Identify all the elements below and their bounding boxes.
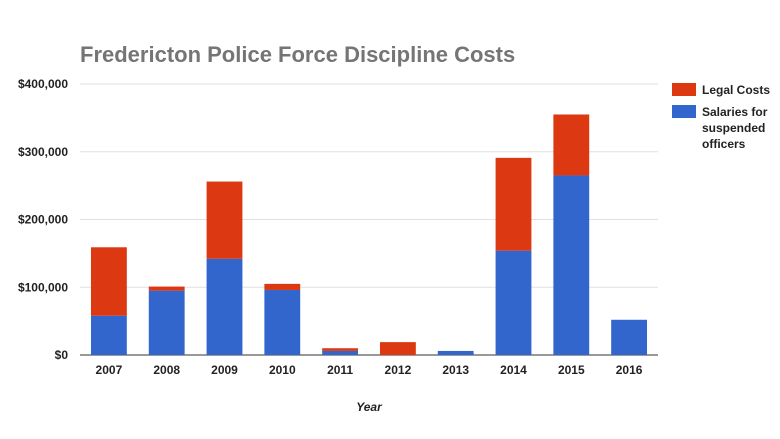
bar-legal-costs-2014[interactable] <box>495 157 532 251</box>
legend-item-legal-costs[interactable]: Legal Costs <box>672 82 780 98</box>
legend-item-salaries[interactable]: Salaries for suspended officers <box>672 104 780 152</box>
bar-legal-costs-2015[interactable] <box>553 114 590 176</box>
x-tick-label: 2014 <box>500 363 527 377</box>
x-tick-label: 2012 <box>385 363 412 377</box>
x-tick-label: 2007 <box>96 363 123 377</box>
legend: Legal Costs Salaries for suspended offic… <box>672 82 780 158</box>
bar-salaries-for-suspended-officers-2007[interactable] <box>90 315 127 355</box>
x-tick-label: 2009 <box>211 363 238 377</box>
x-tick-label: 2015 <box>558 363 585 377</box>
bar-legal-costs-2007[interactable] <box>90 247 127 316</box>
legend-label-legal-costs: Legal Costs <box>702 83 771 97</box>
bar-legal-costs-2008[interactable] <box>148 286 185 291</box>
bar-salaries-for-suspended-officers-2008[interactable] <box>148 290 185 355</box>
legend-swatch-salaries <box>672 105 696 118</box>
bar-salaries-for-suspended-officers-2014[interactable] <box>495 250 532 355</box>
bar-salaries-for-suspended-officers-2011[interactable] <box>322 350 359 355</box>
legend-label-salaries: Salaries for suspended officers <box>702 105 768 151</box>
legend-swatch-legal-costs <box>672 83 696 96</box>
bar-salaries-for-suspended-officers-2015[interactable] <box>553 175 590 355</box>
bar-legal-costs-2011[interactable] <box>322 348 359 351</box>
y-tick-label: $400,000 <box>18 77 68 91</box>
bar-salaries-for-suspended-officers-2016[interactable] <box>611 319 648 355</box>
y-tick-label: $300,000 <box>18 145 68 159</box>
bar-salaries-for-suspended-officers-2009[interactable] <box>206 258 243 355</box>
y-tick-label: $200,000 <box>18 213 68 227</box>
x-tick-label: 2016 <box>616 363 643 377</box>
bar-legal-costs-2009[interactable] <box>206 181 243 259</box>
x-tick-label: 2011 <box>327 363 353 377</box>
bar-legal-costs-2010[interactable] <box>264 283 301 290</box>
y-tick-label: $0 <box>55 348 69 362</box>
x-tick-label: 2013 <box>442 363 469 377</box>
x-tick-label: 2010 <box>269 363 296 377</box>
bar-salaries-for-suspended-officers-2010[interactable] <box>264 289 301 355</box>
bar-salaries-for-suspended-officers-2013[interactable] <box>437 350 474 355</box>
x-tick-label: 2008 <box>153 363 180 377</box>
chart-title: Fredericton Police Force Discipline Cost… <box>80 42 516 67</box>
bar-legal-costs-2012[interactable] <box>379 342 416 355</box>
y-tick-label: $100,000 <box>18 280 68 294</box>
x-axis-title: Year <box>356 400 383 414</box>
